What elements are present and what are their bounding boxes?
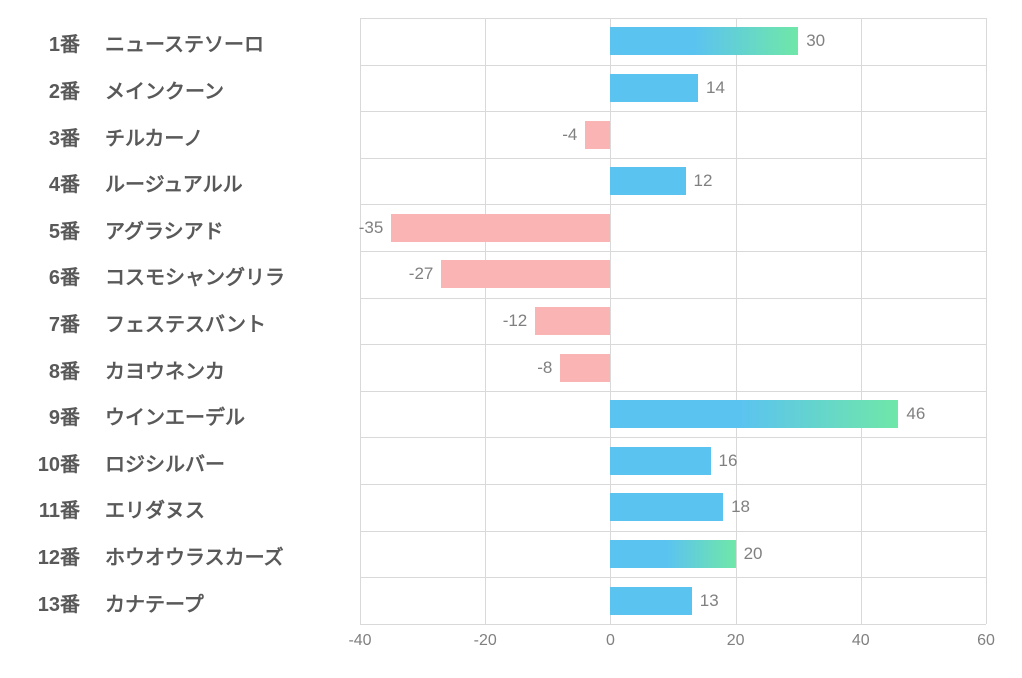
bar-value-label: 18 <box>731 497 750 517</box>
row-number: 3番 <box>0 122 80 151</box>
bar <box>610 400 898 428</box>
row-name: コスモシャングリラ <box>105 261 285 290</box>
gridline <box>986 18 987 624</box>
bar <box>560 354 610 382</box>
x-tick-label: 60 <box>977 632 995 650</box>
bar <box>610 493 723 521</box>
x-tick-label: -20 <box>474 632 497 650</box>
row-divider <box>360 437 986 438</box>
row-name: ルージュアルル <box>105 168 243 197</box>
row-number: 10番 <box>0 448 80 477</box>
row-number: 5番 <box>0 215 80 244</box>
bar-value-label: 30 <box>806 31 825 51</box>
row-number: 11番 <box>0 494 80 523</box>
x-tick-label: 0 <box>606 632 615 650</box>
bar <box>610 587 691 615</box>
row-number: 4番 <box>0 168 80 197</box>
row-name: カヨウネンカ <box>105 355 225 384</box>
gridline <box>861 18 862 624</box>
row-number: 1番 <box>0 28 80 57</box>
row-divider <box>360 18 986 19</box>
row-divider <box>360 204 986 205</box>
row-divider <box>360 111 986 112</box>
row-divider <box>360 65 986 66</box>
row-number: 2番 <box>0 75 80 104</box>
bar-value-label: -8 <box>537 358 552 378</box>
row-name: アグラシアド <box>105 215 224 244</box>
row-divider <box>360 531 986 532</box>
row-name: エリダヌス <box>105 494 205 523</box>
row-divider <box>360 298 986 299</box>
bar <box>535 307 610 335</box>
bar-value-label: 16 <box>719 451 738 471</box>
gridline <box>485 18 486 624</box>
row-number: 7番 <box>0 308 80 337</box>
gridline <box>736 18 737 624</box>
row-divider <box>360 624 986 625</box>
row-number: 8番 <box>0 355 80 384</box>
row-divider <box>360 391 986 392</box>
row-number: 12番 <box>0 541 80 570</box>
bar-value-label: -35 <box>359 218 384 238</box>
x-tick-label: 40 <box>852 632 870 650</box>
bar <box>441 260 610 288</box>
row-number: 13番 <box>0 588 80 617</box>
row-name: フェステスバント <box>105 308 266 337</box>
x-tick-label: -40 <box>348 632 371 650</box>
row-divider <box>360 344 986 345</box>
row-name: カナテープ <box>105 588 204 617</box>
x-tick-label: 20 <box>727 632 745 650</box>
bar <box>610 540 735 568</box>
bar <box>585 121 610 149</box>
row-name: ウインエーデル <box>105 401 245 430</box>
bar <box>610 167 685 195</box>
bar-value-label: -4 <box>562 125 577 145</box>
bar <box>391 214 610 242</box>
bar-value-label: 14 <box>706 78 725 98</box>
bar <box>610 27 798 55</box>
bar-value-label: -27 <box>409 264 434 284</box>
row-name: ロジシルバー <box>105 448 225 477</box>
gridline <box>610 18 611 624</box>
row-divider <box>360 251 986 252</box>
bar-value-label: 20 <box>744 544 763 564</box>
gridline <box>360 18 361 624</box>
row-divider <box>360 577 986 578</box>
row-name: チルカーノ <box>105 122 203 151</box>
row-number: 6番 <box>0 261 80 290</box>
row-name: ホウオウラスカーズ <box>105 541 284 570</box>
plot-area: 30 14 -4 12 -35 -27 -12 -8 46 16 18 20 13 <box>360 18 986 624</box>
row-name: ニューステソーロ <box>105 28 264 57</box>
row-name: メインクーン <box>105 75 224 104</box>
bar <box>610 74 698 102</box>
row-divider <box>360 158 986 159</box>
bar-value-label: 46 <box>906 404 925 424</box>
bar <box>610 447 710 475</box>
bar-value-label: 13 <box>700 591 719 611</box>
row-number: 9番 <box>0 401 80 430</box>
chart-container: 1番ニューステソーロ 2番メインクーン 3番チルカーノ 4番ルージュアルル 5番アグラシ… <box>0 0 1022 678</box>
bar-value-label: -12 <box>503 311 528 331</box>
bar-value-label: 12 <box>694 171 713 191</box>
row-divider <box>360 484 986 485</box>
